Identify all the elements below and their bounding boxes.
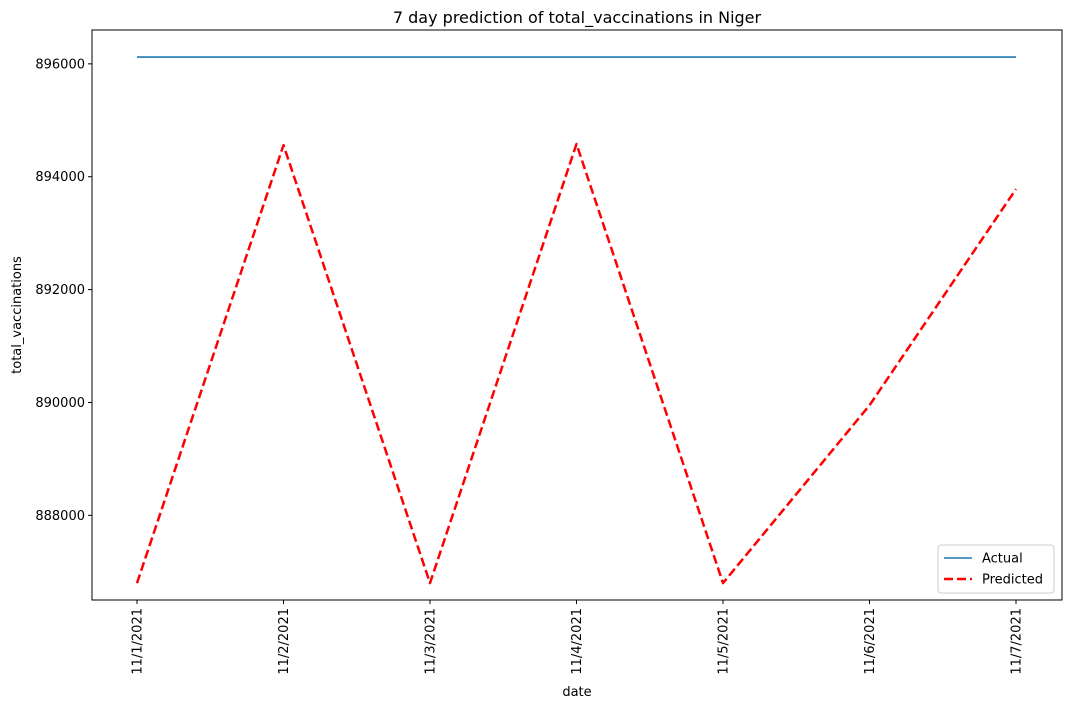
y-tick-label: 894000 (35, 170, 85, 185)
x-axis-label: date (562, 685, 591, 700)
plot-frame (91, 29, 1063, 601)
x-tick-label: 11/5/2021 (717, 608, 732, 675)
legend-label-predicted: Predicted (982, 573, 1043, 588)
x-tick-label: 11/3/2021 (424, 608, 439, 675)
y-tick-label: 896000 (35, 57, 85, 72)
series-layer (135, 56, 1018, 585)
y-tick-label: 890000 (35, 396, 85, 411)
series-line-predicted (135, 142, 1018, 585)
x-tick-label: 11/7/2021 (1010, 608, 1025, 675)
x-tick-label: 11/6/2021 (863, 608, 878, 675)
legend: Actual Predicted (937, 544, 1055, 594)
x-tick-label: 11/2/2021 (277, 608, 292, 675)
y-axis-label: total_vaccinations (10, 256, 25, 374)
legend-box (937, 544, 1055, 594)
legend-label-actual: Actual (982, 552, 1023, 567)
x-axis: 11/1/2021 11/2/2021 11/3/2021 11/4/2021 11/5… (131, 600, 1025, 675)
x-tick-label: 11/4/2021 (570, 608, 585, 675)
y-tick-label: 888000 (35, 509, 85, 524)
y-axis: 888000 890000 892000 894000 896000 (35, 57, 92, 524)
x-tick-label: 11/1/2021 (131, 608, 146, 675)
y-tick-label: 892000 (35, 283, 85, 298)
chart-title: 7 day prediction of total_vaccinations i… (393, 8, 762, 28)
plot-area (91, 29, 1063, 601)
